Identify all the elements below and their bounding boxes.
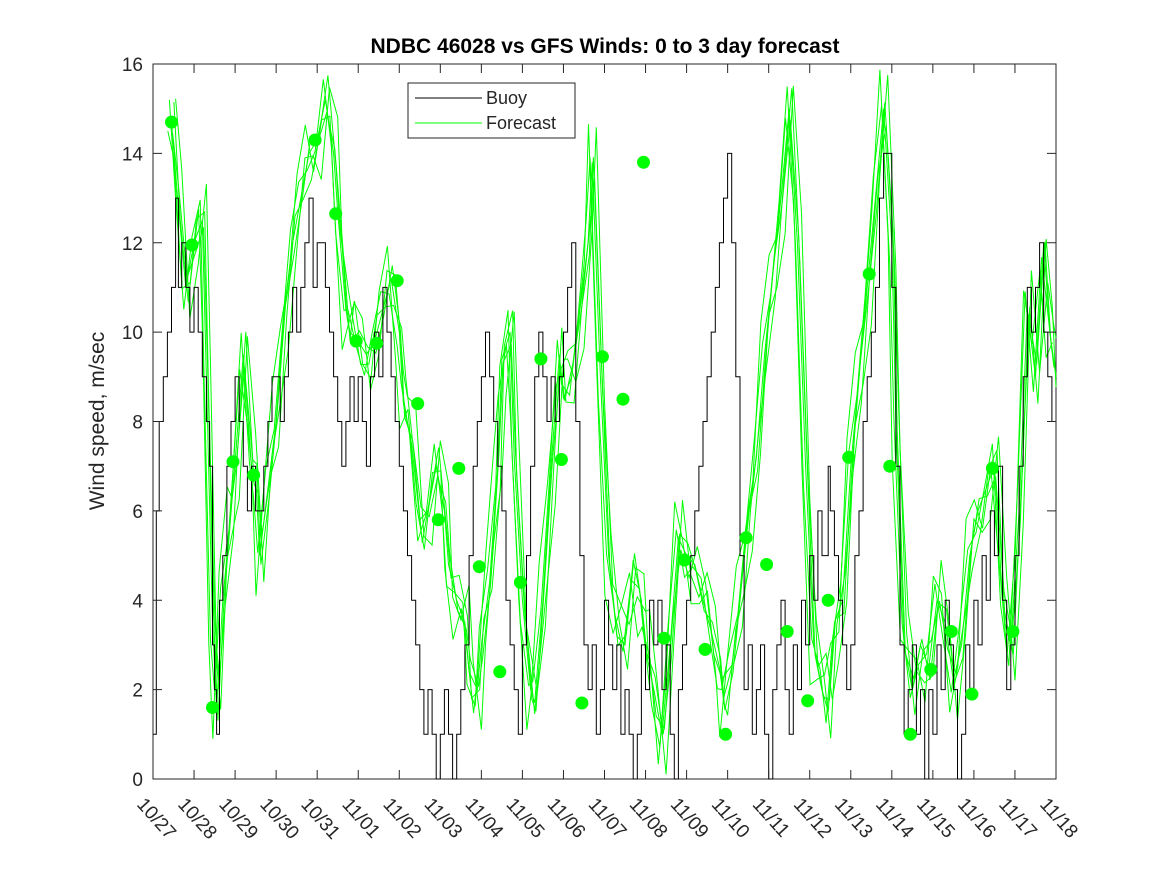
forecast-marker	[678, 553, 691, 567]
forecast-marker	[760, 558, 774, 571]
forecast-marker	[821, 593, 835, 607]
forecast-marker	[165, 115, 178, 129]
buoy-step-line	[153, 152, 1053, 780]
y-tick-label: 6	[132, 502, 143, 523]
forecast-marker	[534, 352, 548, 366]
forecast-marker	[883, 459, 897, 473]
y-tick-label: 0	[132, 770, 143, 791]
forecast-marker	[944, 625, 958, 638]
forecast-marker	[411, 397, 425, 411]
forecast-marker	[329, 207, 343, 221]
forecast-marker	[452, 461, 466, 475]
forecast-marker	[801, 694, 815, 708]
y-axis-ticks: 0 2 4 6 8 10 12 14 16	[122, 55, 1056, 791]
y-tick-label: 2	[132, 681, 143, 702]
forecast-marker	[842, 450, 856, 464]
forecast-marker	[370, 336, 384, 350]
chart-title: NDBC 46028 vs GFS Winds: 0 to 3 day fore…	[371, 35, 840, 58]
legend-box	[407, 82, 576, 139]
y-tick-label: 16	[122, 55, 143, 76]
y-tick-label: 10	[122, 323, 143, 344]
forecast-marker	[657, 631, 671, 645]
forecast-marker	[719, 727, 733, 741]
forecast-marker	[1006, 625, 1020, 638]
forecast-marker	[739, 531, 753, 545]
forecast-marker	[616, 392, 630, 406]
y-tick-label: 14	[122, 144, 144, 165]
forecast-marker	[185, 238, 199, 252]
forecast-marker	[226, 455, 240, 469]
forecast-marker	[349, 334, 363, 348]
forecast-marker	[637, 155, 650, 169]
y-tick-label: 12	[122, 234, 143, 255]
forecast-marker	[390, 274, 404, 288]
legend: Buoy Forecast	[407, 82, 576, 139]
forecast-marker	[206, 701, 219, 714]
forecast-marker	[308, 133, 322, 147]
y-tick-label: 4	[132, 591, 143, 612]
legend-forecast-label: Forecast	[486, 113, 556, 133]
forecast-marker	[595, 350, 609, 364]
plot-area	[152, 63, 1057, 780]
forecast-marker	[965, 687, 979, 701]
forecast-marker	[493, 665, 507, 679]
forecast-marker	[513, 575, 527, 589]
forecast-line-run-4	[167, 69, 1053, 765]
forecast-marker	[247, 468, 261, 482]
buoy-line-layer	[153, 152, 1053, 780]
forecast-marker	[862, 267, 876, 281]
forecast-marker	[780, 625, 794, 638]
y-axis-label: Wind speed, m/sec	[86, 332, 109, 511]
legend-buoy-label: Buoy	[486, 88, 527, 108]
forecast-marker	[472, 560, 486, 574]
forecast-lines-layer	[167, 69, 1057, 775]
forecast-marker	[431, 513, 445, 527]
forecast-line-run-5	[172, 102, 1057, 735]
forecast-marker	[575, 696, 589, 710]
y-tick-label: 8	[132, 413, 143, 434]
forecast-marker	[985, 461, 999, 475]
forecast-marker	[698, 642, 712, 656]
forecast-marker	[554, 453, 568, 466]
forecast-markers-layer	[165, 115, 1020, 741]
forecast-marker	[903, 727, 917, 741]
forecast-marker	[924, 663, 938, 676]
